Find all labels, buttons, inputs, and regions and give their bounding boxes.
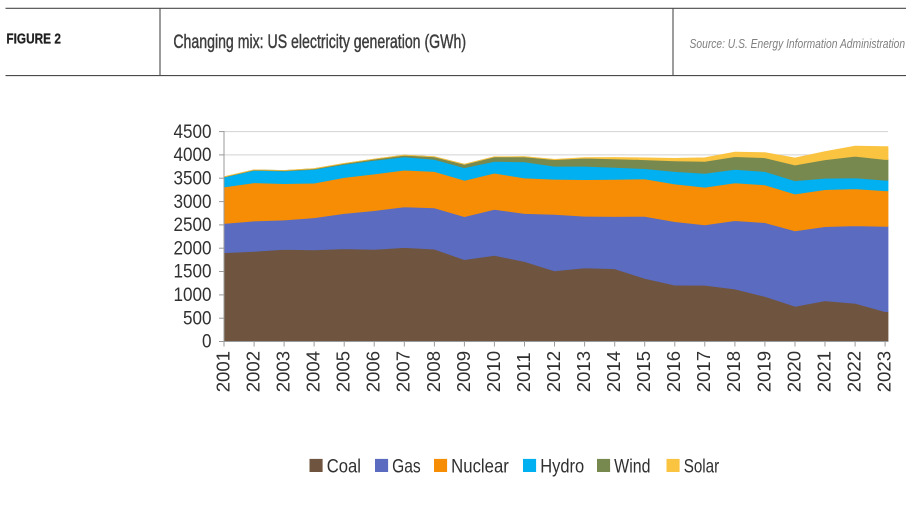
- svg-text:Solar: Solar: [684, 455, 720, 476]
- svg-text:2022: 2022: [844, 351, 865, 392]
- svg-text:Gas: Gas: [392, 455, 421, 476]
- svg-text:2021: 2021: [813, 351, 834, 392]
- svg-text:4500: 4500: [173, 120, 211, 142]
- svg-text:2000: 2000: [173, 236, 211, 258]
- svg-text:2003: 2003: [273, 351, 294, 392]
- svg-text:1500: 1500: [173, 260, 211, 282]
- svg-text:2004: 2004: [303, 351, 324, 392]
- svg-text:Hydro: Hydro: [540, 455, 584, 476]
- svg-text:Wind: Wind: [614, 455, 650, 476]
- svg-text:FIGURE 2: FIGURE 2: [6, 30, 61, 46]
- svg-text:2005: 2005: [333, 351, 354, 392]
- svg-text:2023: 2023: [874, 351, 895, 392]
- svg-text:4000: 4000: [173, 143, 211, 165]
- svg-text:2018: 2018: [723, 351, 744, 392]
- svg-text:2014: 2014: [603, 351, 624, 392]
- svg-text:3000: 3000: [173, 190, 211, 212]
- svg-text:2015: 2015: [633, 351, 654, 392]
- svg-text:2017: 2017: [693, 351, 714, 392]
- svg-text:2007: 2007: [393, 351, 414, 392]
- svg-text:2010: 2010: [483, 351, 504, 392]
- svg-text:Coal: Coal: [327, 455, 361, 476]
- svg-text:1000: 1000: [173, 283, 211, 305]
- svg-text:2008: 2008: [423, 351, 444, 392]
- svg-text:2012: 2012: [543, 351, 564, 392]
- svg-text:2500: 2500: [173, 213, 211, 235]
- svg-text:2006: 2006: [363, 351, 384, 392]
- svg-text:2019: 2019: [753, 351, 774, 392]
- svg-text:2011: 2011: [513, 352, 534, 392]
- svg-text:2013: 2013: [573, 351, 594, 392]
- svg-text:2002: 2002: [242, 351, 263, 392]
- svg-text:0: 0: [202, 330, 212, 352]
- svg-text:3500: 3500: [173, 166, 211, 188]
- svg-text:2020: 2020: [783, 351, 804, 392]
- svg-text:2009: 2009: [453, 351, 474, 392]
- svg-text:Nuclear: Nuclear: [451, 455, 509, 476]
- svg-text:2001: 2001: [212, 351, 233, 392]
- svg-text:500: 500: [183, 306, 212, 328]
- svg-text:Source: U.S. Energy Informatio: Source: U.S. Energy Information Administ…: [690, 36, 906, 51]
- svg-text:Changing mix: US electricity g: Changing mix: US electricity generation …: [173, 30, 466, 52]
- svg-text:2016: 2016: [663, 351, 684, 392]
